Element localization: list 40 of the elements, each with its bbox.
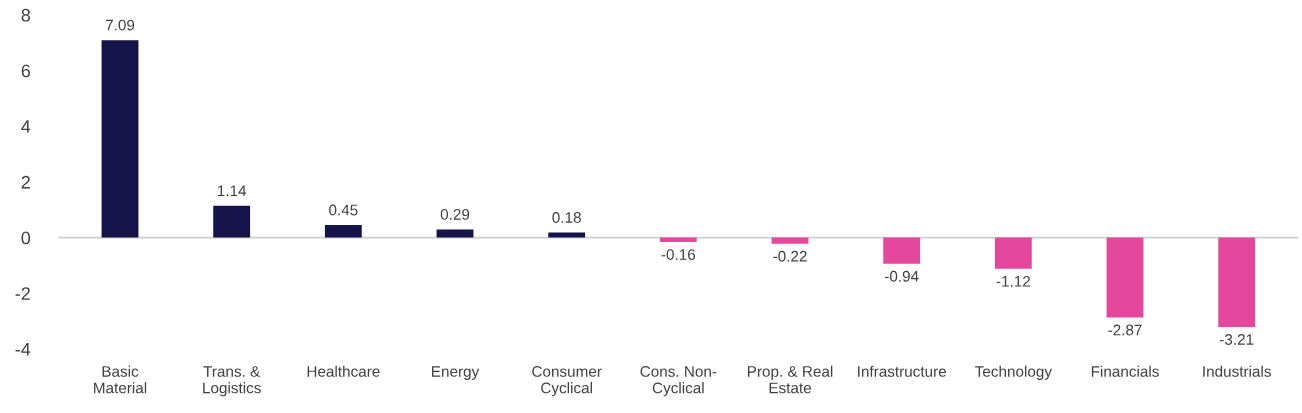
data-label: 0.18 bbox=[552, 212, 581, 223]
bar bbox=[324, 225, 362, 238]
data-label: 0.29 bbox=[440, 209, 470, 220]
data-label: -2.87 bbox=[1108, 324, 1142, 336]
x-tick-label: Prop. & Real Estate bbox=[747, 365, 833, 394]
data-label: -0.16 bbox=[661, 249, 696, 260]
bar bbox=[1218, 237, 1256, 327]
x-tick-label: Trans. & Logistics bbox=[203, 366, 261, 397]
data-label: 1.14 bbox=[217, 185, 247, 197]
bar bbox=[883, 237, 921, 264]
bar bbox=[436, 229, 474, 238]
data-label: 7.09 bbox=[105, 19, 135, 31]
y-tick-label: 0 bbox=[21, 231, 31, 245]
x-tick-label: Industrials bbox=[1203, 365, 1271, 377]
x-tick-label: Basic Material bbox=[94, 365, 147, 394]
data-label: -3.21 bbox=[1219, 334, 1254, 345]
y-tick-label: -2 bbox=[15, 287, 30, 300]
data-label: -0.22 bbox=[773, 250, 807, 262]
x-tick-label: Cons. Non- Cyclical bbox=[640, 366, 717, 397]
data-label: 0.45 bbox=[329, 204, 358, 216]
bar bbox=[548, 232, 586, 238]
bar bbox=[101, 40, 139, 238]
bar bbox=[771, 237, 809, 244]
y-tick-label: 6 bbox=[21, 64, 31, 78]
data-label: -1.12 bbox=[996, 275, 1030, 287]
x-tick-label: Technology bbox=[975, 365, 1052, 380]
data-label: -0.94 bbox=[884, 270, 919, 282]
y-tick-label: 4 bbox=[21, 120, 31, 133]
y-tick-label: 8 bbox=[21, 8, 31, 22]
bar bbox=[994, 237, 1032, 269]
bar bbox=[213, 205, 251, 238]
x-tick-label: Healthcare bbox=[307, 365, 380, 377]
bar bbox=[659, 237, 697, 243]
x-tick-label: Financials bbox=[1091, 365, 1159, 377]
x-tick-label: Infrastructure bbox=[858, 365, 946, 377]
y-tick-label: -4 bbox=[15, 343, 31, 356]
y-tick-label: 2 bbox=[21, 175, 30, 189]
bar bbox=[1106, 237, 1144, 318]
x-tick-label: Consumer Cyclical bbox=[532, 366, 602, 397]
x-tick-label: Energy bbox=[432, 366, 480, 380]
